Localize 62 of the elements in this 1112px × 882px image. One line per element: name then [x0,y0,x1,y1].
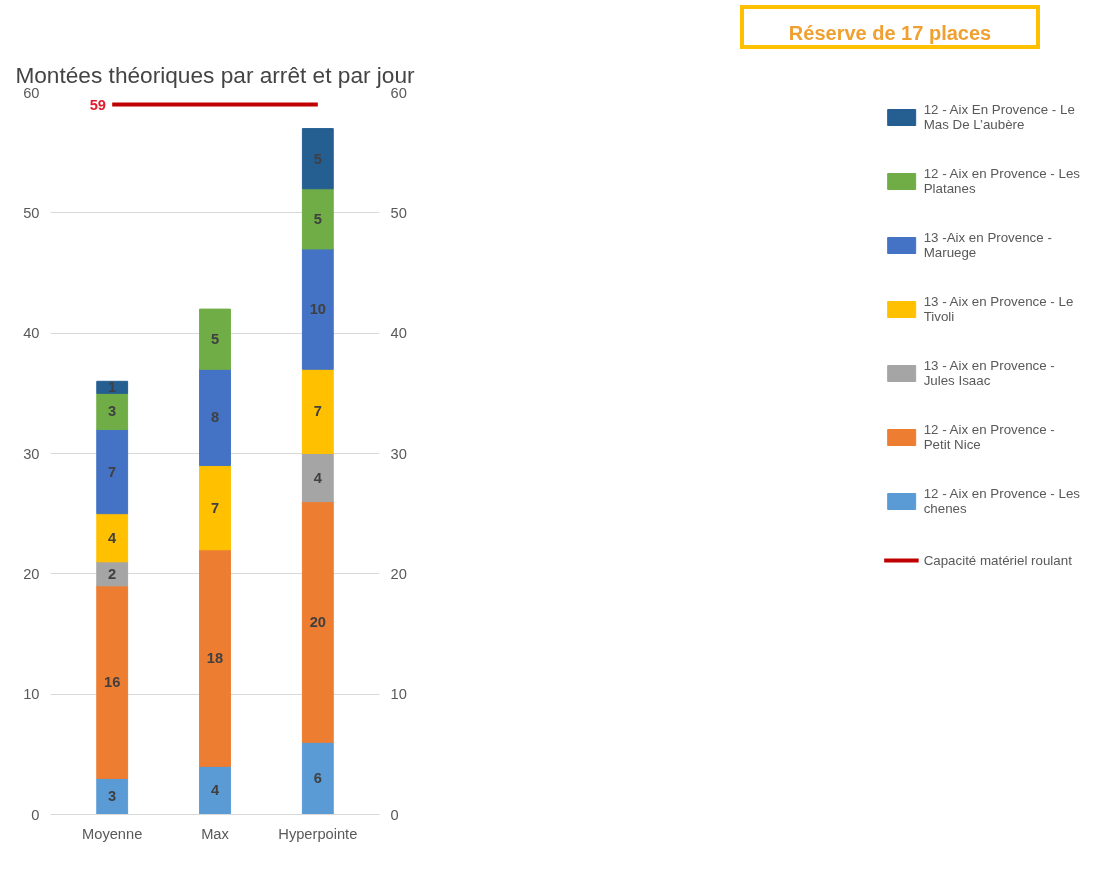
bar [96,561,129,587]
data-label: 1 [108,379,117,396]
bar [301,501,334,743]
bar [301,128,334,190]
data-label: 7 [210,499,220,516]
data-label: 5 [313,150,322,167]
data-label: 3 [108,788,117,805]
bar [199,368,231,467]
legend-label: 12 - Aix en Provence - Les Platanes [923,166,1080,196]
legend-label: 12 - Aix en Provence - Petit Nice [923,422,1055,452]
bar [96,585,129,779]
data-label: 10 [309,301,326,318]
text: Réserve de 17 places [788,21,992,46]
y2-tick-label: 10 [390,686,407,703]
data-label: 59 [89,96,107,113]
bar [199,308,231,370]
y2-tick-label: 0 [390,806,399,823]
bar [199,549,231,767]
bar [301,188,334,250]
x-tick-label: Moyenne [82,825,143,842]
data-label: 5 [210,331,220,348]
bar [199,765,231,815]
y-tick-label: 30 [23,445,40,462]
data-label: 4 [210,782,220,799]
y2-tick-label: 50 [390,204,407,221]
data-label: 16 [104,674,121,691]
legend-label: 13 - Aix en Provence - Le Tivoli [923,294,1074,324]
data-label: 8 [210,409,220,426]
data-label: 7 [108,463,117,480]
bar [96,428,129,515]
y-tick-label: 50 [23,204,40,221]
y-tick-label: 10 [23,686,40,703]
data-label: 18 [206,650,224,667]
y-tick-label: 40 [23,325,40,342]
data-label: 4 [313,469,323,486]
data-label: 3 [108,403,117,420]
data-label: 5 [313,210,322,227]
data-label: 20 [309,613,326,630]
data-label: 2 [108,565,117,582]
x-tick-label: Max [201,825,230,842]
bar [96,392,129,430]
y-tick-label: 0 [31,806,40,823]
bar [301,368,334,454]
legend-label: 12 - Aix En Provence - Le Mas De L’aubère [923,102,1075,132]
y2-tick-label: 30 [390,445,407,462]
data-label: 6 [313,770,322,787]
legend-label: 13 - Aix en Provence - Jules Isaac [923,358,1055,388]
bar [96,513,129,563]
bar [96,777,129,815]
y2-tick-label: 40 [390,325,407,342]
legend-label: 13 -Aix en Provence - Maruege [923,230,1052,260]
bar [199,465,231,551]
legend-label: 12 - Aix en Provence - Les chenes [923,486,1080,516]
data-label: 7 [313,403,322,420]
legend-label: Capacité matériel roulant [923,551,1072,570]
y-tick-label: 20 [23,565,40,582]
bar [301,741,334,815]
x-tick-label: Hyperpointe [278,825,358,842]
data-label: 4 [108,529,118,546]
y2-tick-label: 20 [390,565,407,582]
bar [301,248,334,370]
bar [301,453,334,503]
